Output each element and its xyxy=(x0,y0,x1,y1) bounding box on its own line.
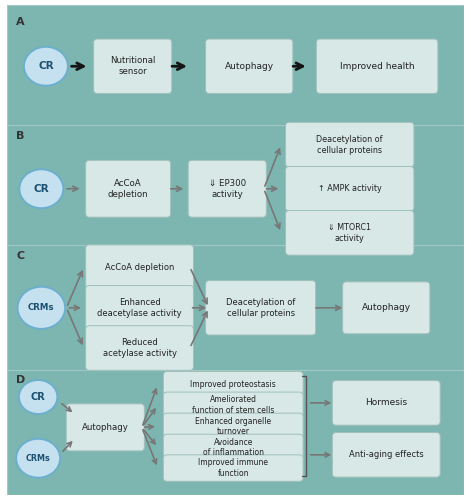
FancyBboxPatch shape xyxy=(66,404,144,451)
Text: Anti-aging effects: Anti-aging effects xyxy=(349,450,423,460)
FancyBboxPatch shape xyxy=(333,380,440,425)
FancyBboxPatch shape xyxy=(163,455,303,481)
Text: CRMs: CRMs xyxy=(28,304,55,312)
Text: AcCoA
depletion: AcCoA depletion xyxy=(108,179,148,199)
FancyBboxPatch shape xyxy=(86,245,194,290)
FancyBboxPatch shape xyxy=(285,210,414,255)
FancyBboxPatch shape xyxy=(86,160,171,217)
FancyBboxPatch shape xyxy=(205,39,293,94)
FancyBboxPatch shape xyxy=(7,5,464,495)
FancyBboxPatch shape xyxy=(163,392,303,418)
FancyBboxPatch shape xyxy=(163,413,303,440)
Text: CR: CR xyxy=(31,392,46,402)
FancyBboxPatch shape xyxy=(188,160,266,217)
Text: B: B xyxy=(16,132,24,141)
FancyBboxPatch shape xyxy=(342,282,430,334)
FancyBboxPatch shape xyxy=(86,326,194,370)
Text: Improved health: Improved health xyxy=(340,62,414,70)
Text: AcCoA depletion: AcCoA depletion xyxy=(105,262,174,272)
Text: ↑ AMPK activity: ↑ AMPK activity xyxy=(318,184,382,193)
Text: ⇓ MTORC1
activity: ⇓ MTORC1 activity xyxy=(328,223,371,242)
Text: Deacetylation of
cellular proteins: Deacetylation of cellular proteins xyxy=(226,298,295,318)
FancyBboxPatch shape xyxy=(86,286,194,330)
Text: D: D xyxy=(16,376,25,386)
Text: CR: CR xyxy=(38,61,54,71)
Ellipse shape xyxy=(16,439,60,478)
Text: A: A xyxy=(16,17,25,27)
FancyBboxPatch shape xyxy=(163,372,303,398)
Text: Avoidance
of inflammation: Avoidance of inflammation xyxy=(203,438,264,458)
Text: CRMs: CRMs xyxy=(26,454,50,463)
FancyBboxPatch shape xyxy=(205,280,316,335)
FancyBboxPatch shape xyxy=(285,122,414,167)
Ellipse shape xyxy=(17,287,65,329)
Text: CR: CR xyxy=(33,184,49,194)
FancyBboxPatch shape xyxy=(94,39,172,94)
Text: Reduced
acetylase activity: Reduced acetylase activity xyxy=(103,338,177,358)
Text: Autophagy: Autophagy xyxy=(82,423,129,432)
Text: Deacetylation of
cellular proteins: Deacetylation of cellular proteins xyxy=(317,135,383,154)
Text: Ameliorated
function of stem cells: Ameliorated function of stem cells xyxy=(192,396,275,415)
Text: ⇓ EP300
activity: ⇓ EP300 activity xyxy=(209,179,246,199)
Ellipse shape xyxy=(19,170,63,208)
Text: Improved immune
function: Improved immune function xyxy=(198,458,268,478)
Ellipse shape xyxy=(24,47,68,86)
Text: Nutritional
sensor: Nutritional sensor xyxy=(110,56,155,76)
Text: Autophagy: Autophagy xyxy=(362,304,411,312)
Ellipse shape xyxy=(19,380,57,414)
Text: Enhanced
deacetylase activity: Enhanced deacetylase activity xyxy=(97,298,182,318)
FancyBboxPatch shape xyxy=(333,432,440,477)
Text: C: C xyxy=(16,251,24,261)
FancyBboxPatch shape xyxy=(285,166,414,211)
Text: Autophagy: Autophagy xyxy=(225,62,274,70)
Text: Hormesis: Hormesis xyxy=(365,398,407,407)
FancyBboxPatch shape xyxy=(163,434,303,460)
FancyBboxPatch shape xyxy=(317,39,438,94)
Text: Improved proteostasis: Improved proteostasis xyxy=(190,380,276,389)
Text: Enhanced organelle
turnover: Enhanced organelle turnover xyxy=(195,416,271,436)
